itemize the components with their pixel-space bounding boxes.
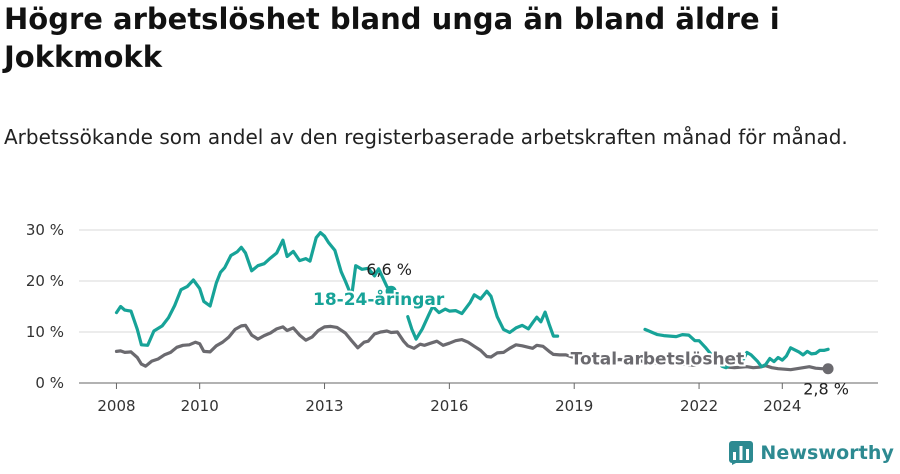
brand-name: Newsworthy [760,442,894,464]
series-line [114,323,830,372]
brand-logo: Newsworthy [729,438,894,468]
bar-chart-icon [729,441,754,465]
series-line [406,289,560,341]
series-line [643,327,830,370]
y-tick-label: 30 % [26,221,64,239]
series-inline-label: 18-24-åringar [313,288,445,310]
y-tick-label: 10 % [26,323,64,341]
series-end-marker [822,363,834,375]
x-tick-label: 2024 [763,397,801,415]
series-end-label: 6,6 % [366,260,412,279]
series-end-marker [385,285,397,297]
x-tick-label: 2010 [181,397,219,415]
y-tick-label: 20 % [26,272,64,290]
series-line [114,231,393,347]
x-tick-label: 2013 [305,397,343,415]
x-tick-label: 2019 [555,397,593,415]
page-title: Högre arbetslöshet bland unga än bland ä… [4,2,780,74]
series-inline-label: Total arbetslöshet [571,350,745,370]
x-tick-label: 2016 [430,397,468,415]
x-tick-label: 2022 [680,397,718,415]
x-tick-label: 2008 [97,397,135,415]
page-subtitle: Arbetssökande som andel av den registerb… [4,125,848,149]
line-layer [114,231,834,375]
y-tick-label: 0 % [35,374,64,392]
series-end-label: 2,8 % [803,380,849,399]
label-layer: 6,6 % 2,8 % 18-24-åringar Total arbetslöshe… [311,260,849,399]
grid-layer: 0 % 10 % 20 % 30 % 2008 2010 2013 2016 2019 2022 2… [26,221,878,415]
